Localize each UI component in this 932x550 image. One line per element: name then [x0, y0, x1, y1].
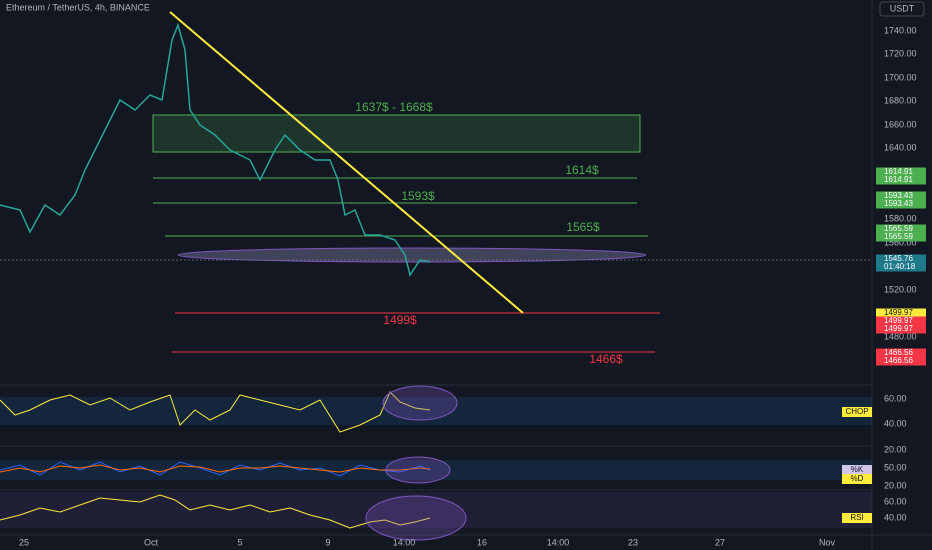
indicator-badge	[842, 474, 872, 484]
price-tag	[876, 308, 926, 318]
price-tag-label: 1614.91	[884, 167, 913, 176]
price-path	[0, 22, 431, 277]
price-tag	[876, 348, 926, 358]
price-tag	[876, 191, 926, 201]
highlight-ellipse	[382, 385, 458, 421]
price-tag	[876, 224, 926, 234]
level-label: 1466$	[589, 352, 623, 366]
indicator-tick: 20.00	[884, 444, 907, 454]
time-label: 27	[715, 537, 725, 547]
level-label: 1593$	[401, 189, 435, 203]
price-tag-label: 1499.97	[884, 324, 913, 333]
price-tag-label: 1545.76	[884, 254, 913, 263]
currency-button[interactable]	[879, 1, 925, 17]
level-label: 1565$	[566, 220, 600, 234]
price-label: 1720.00	[884, 48, 917, 58]
price-tag	[876, 356, 926, 366]
price-tag-label: 1466.56	[884, 356, 913, 365]
price-tag	[876, 324, 926, 334]
time-label: 9	[325, 537, 330, 547]
stoch-d	[0, 464, 431, 473]
price-label: 1520.00	[884, 284, 917, 294]
currency: USDT	[890, 3, 915, 13]
price-label: 1580.00	[884, 213, 917, 223]
price-label: 1700.00	[884, 72, 917, 82]
highlight-ellipse	[385, 456, 451, 484]
price-label: 1480.00	[884, 331, 917, 341]
highlight-ellipse	[365, 495, 467, 541]
trendline	[169, 11, 524, 314]
chop-band	[0, 397, 872, 425]
indicator-tick: 40.00	[884, 512, 907, 522]
time-label: 5	[237, 537, 242, 547]
time-label: 14:00	[547, 537, 570, 547]
indicator-badge	[842, 513, 872, 523]
price-tag-label: 1499.97	[884, 308, 913, 317]
time-label: 25	[19, 537, 29, 547]
price-tag	[876, 232, 926, 242]
price-tag	[876, 175, 926, 185]
price-tag	[876, 199, 926, 209]
price-tag	[876, 167, 926, 177]
price-label: 1680.00	[884, 95, 917, 105]
indicator-name: %K	[851, 465, 864, 474]
symbol-title: Ethereum / TetherUS, 4h, BINANCE	[6, 2, 150, 12]
price-tag-label: 1565.59	[884, 232, 913, 241]
price-label: 1740.00	[884, 25, 917, 35]
price-tag-label: 1593.43	[884, 191, 913, 200]
time-label: Oct	[144, 537, 159, 547]
indicator-tick: 40.00	[884, 418, 907, 428]
price-tag-label: 1466.56	[884, 348, 913, 357]
time-label: 23	[628, 537, 638, 547]
indicator-name: RSI	[850, 513, 863, 522]
level-label: 1614$	[565, 163, 599, 177]
indicator-tick: 20.00	[884, 480, 907, 490]
price-tag-label: 1499.97	[884, 316, 913, 325]
price-label: 1640.00	[884, 142, 917, 152]
price-label: 1660.00	[884, 119, 917, 129]
price-tag	[876, 254, 926, 264]
price-tag-label: 1614.91	[884, 175, 913, 184]
price-tag-label: 1565.59	[884, 224, 913, 233]
indicator-name: CHOP	[845, 407, 868, 416]
chop-line	[0, 391, 431, 433]
time-label: 14:00	[393, 537, 416, 547]
indicator-badge	[842, 407, 872, 417]
rsi-line	[0, 494, 431, 529]
supply-zone	[152, 114, 641, 153]
indicator-tick: 60.00	[884, 496, 907, 506]
level-label: 1499$	[383, 313, 417, 327]
price-tag-label: 1593.43	[884, 199, 913, 208]
price-label: 1560.00	[884, 237, 917, 247]
indicator-name: %D	[851, 474, 864, 483]
time-label: Nov	[819, 537, 836, 547]
price-tag	[876, 316, 926, 326]
price-tag	[876, 262, 926, 272]
indicator-badge	[842, 465, 872, 475]
indicator-tick: 60.00	[884, 393, 907, 403]
price-tag-label: 01:40:18	[884, 262, 916, 271]
highlight-ellipse	[177, 247, 647, 263]
stoch-band	[0, 460, 872, 480]
indicator-tick: 50.00	[884, 462, 907, 472]
zone-label: 1637$ - 1668$	[355, 100, 433, 114]
time-label: 16	[477, 537, 487, 547]
